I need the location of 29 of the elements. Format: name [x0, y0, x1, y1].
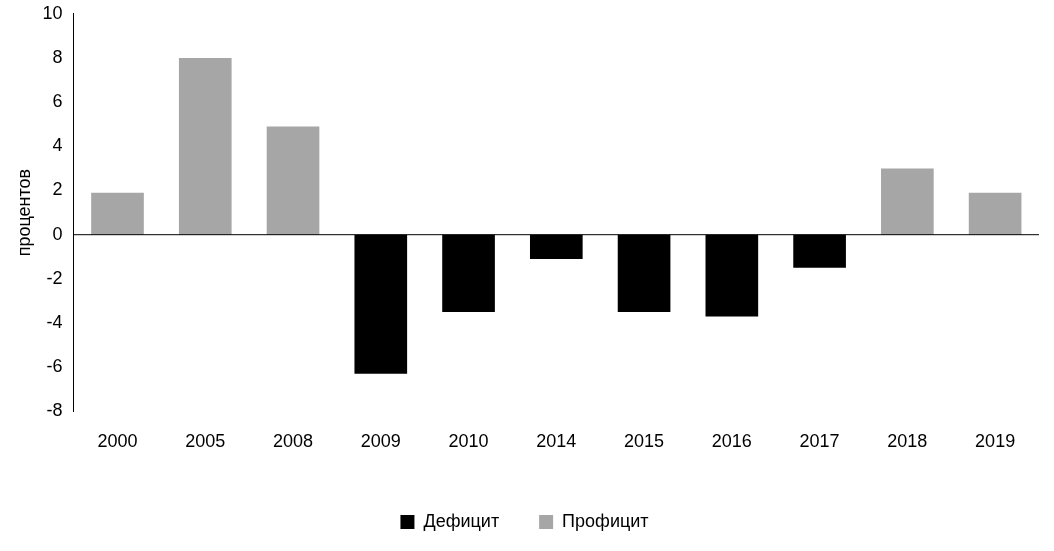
x-tick-label: 2014: [536, 431, 577, 452]
y-tick-label: 4: [52, 135, 63, 156]
x-tick-label: 2000: [97, 431, 138, 452]
y-axis-title: процентов: [13, 168, 34, 257]
x-tick-label: 2005: [185, 431, 226, 452]
y-tick-label: -6: [46, 356, 63, 377]
x-tick-label: 2015: [624, 431, 665, 452]
bar: [881, 168, 934, 235]
x-tick-label: 2019: [975, 431, 1016, 452]
legend-label: Дефицит: [423, 510, 500, 531]
legend-label: Профицит: [562, 510, 649, 531]
y-tick-label: 2: [52, 179, 63, 200]
bar: [266, 126, 320, 235]
y-tick-label: -4: [46, 312, 63, 333]
y-tick-label: -8: [46, 400, 63, 421]
x-tick-label: 2017: [799, 431, 840, 452]
x-tick-label: 2008: [273, 431, 314, 452]
y-tick-label: 10: [42, 2, 63, 23]
bar: [968, 192, 1022, 235]
y-tick-label: 8: [52, 46, 63, 67]
x-tick-label: 2010: [448, 431, 489, 452]
x-tick-label: 2018: [887, 431, 928, 452]
y-tick-label: 0: [52, 223, 63, 244]
bar: [91, 192, 144, 235]
y-tick-label: 6: [52, 91, 63, 112]
x-tick-label: 2016: [711, 431, 752, 452]
bar: [178, 57, 232, 235]
x-tick-label: 2009: [360, 431, 401, 452]
y-tick-label: -2: [46, 267, 63, 288]
